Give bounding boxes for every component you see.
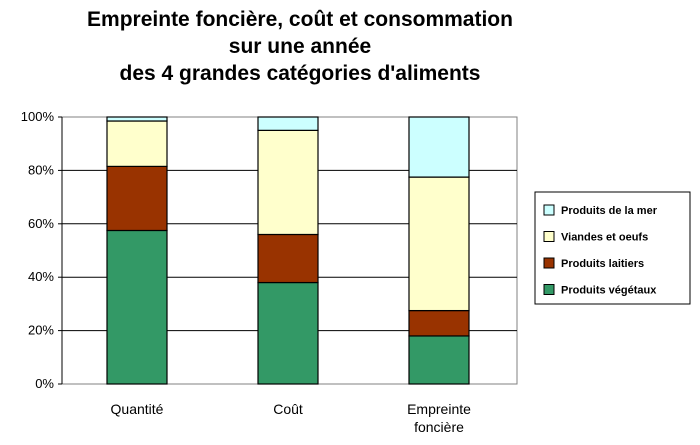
bar-segment-2-1 [257,129,319,236]
y-tick-label: 20% [28,323,54,338]
chart-title: Empreinte foncière, coût et consommation… [0,6,600,87]
chart-title-line-1: Empreinte foncière, coût et consommation [87,8,513,31]
legend-swatch [543,284,555,295]
bar-segment-1-2 [408,309,470,337]
bar-segment-0-2 [408,335,470,385]
y-tick-label: 80% [28,162,54,177]
chart-title-line-3: des 4 grandes catégories d'aliments [119,62,481,85]
legend-swatch [543,257,555,269]
legend-box [534,191,691,305]
legend-label: Viandes et oeufs [561,232,648,244]
x-category-label: Coût [273,401,303,417]
legend-swatch [543,204,555,216]
chart-title-line-2: sur une année [228,35,372,58]
y-tick-label: 0% [35,376,54,391]
bar-segment-0-1 [257,281,319,385]
x-category-label: foncière [414,419,464,435]
y-tick-label: 40% [28,269,54,284]
legend-label: Produits végétaux [561,285,657,297]
bar-segment-1-1 [257,233,319,284]
bar-segment-2-2 [408,176,470,312]
legend-label: Produits de la mer [561,205,658,217]
bar-segment-3-2 [408,116,470,178]
bar-segment-1-0 [106,165,168,232]
x-category-label: Empreinte [407,401,471,417]
legend-swatch [543,231,555,242]
legend-label: Produits laitiers [561,258,644,270]
bar-segment-0-0 [106,229,168,385]
bar-segment-3-1 [257,116,319,131]
y-tick-label: 60% [28,216,54,231]
x-category-label: Quantité [111,401,164,417]
y-tick-label: 100% [21,109,55,124]
bar-segment-2-0 [106,120,168,167]
bar-segment-3-0 [106,116,168,122]
